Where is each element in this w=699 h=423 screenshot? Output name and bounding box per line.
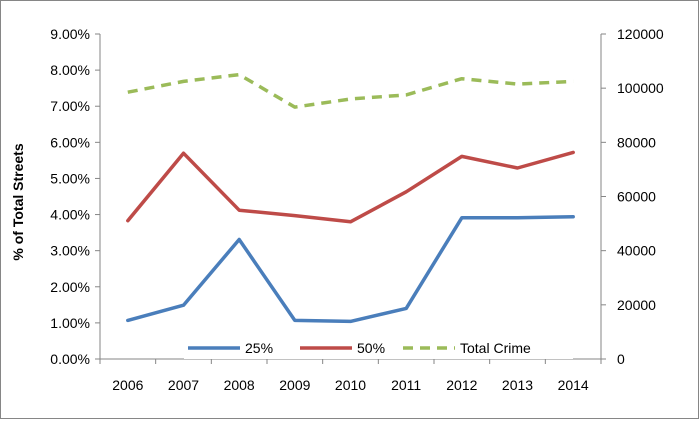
y-axis-right-tick-label: 80000	[617, 134, 656, 150]
y-axis-left-tick-label: 3.00%	[50, 243, 90, 259]
legend-background	[184, 337, 573, 359]
x-axis-tick-label: 2013	[502, 377, 533, 393]
y-axis-right-tick-label: 120000	[617, 26, 664, 42]
legend-label-25: 25%	[245, 340, 273, 356]
x-axis-tick-label: 2006	[112, 377, 143, 393]
y-axis-right-tick-label: 40000	[617, 243, 656, 259]
legend-label-total-crime: Total Crime	[460, 340, 531, 356]
series-line-25	[126, 214, 575, 324]
y-axis-right-tick-label: 60000	[617, 189, 656, 205]
y-axis-right-tick-label: 0	[617, 351, 625, 367]
y-axis-left-tick-label: 1.00%	[50, 315, 90, 331]
y-axis-title: % of Total Streets	[10, 143, 26, 260]
x-axis-tick-label: 2010	[335, 377, 366, 393]
x-axis-tick-label: 2008	[224, 377, 255, 393]
y-axis-right-tick-label: 100000	[617, 80, 664, 96]
x-axis-tick-label: 2007	[168, 377, 199, 393]
x-axis-tick-label: 2014	[558, 377, 589, 393]
series-line-total-crime	[127, 72, 574, 109]
y-axis-left-tick-label: 9.00%	[50, 26, 90, 42]
legend: 25% 50% Total Crime	[184, 337, 573, 359]
y-axis-left-tick-label: 4.00%	[50, 207, 90, 223]
y-axis-left-tick-label: 7.00%	[50, 98, 90, 114]
y-axis-right-tick-label: 20000	[617, 297, 656, 313]
y-axis-left-tick-label: 0.00%	[50, 351, 90, 367]
y-axis-left-tick-label: 2.00%	[50, 279, 90, 295]
x-axis-tick-label: 2012	[446, 377, 477, 393]
y-axis-left-tick-label: 8.00%	[50, 62, 90, 78]
x-axis-tick-label: 2011	[391, 377, 421, 393]
y-axis-left-tick-label: 6.00%	[50, 134, 90, 150]
x-axis-tick-label: 2009	[279, 377, 310, 393]
series-lines	[126, 72, 575, 324]
y-axis-left-tick-label: 5.00%	[50, 170, 90, 186]
series-line-50	[126, 150, 575, 224]
legend-label-50: 50%	[357, 340, 385, 356]
